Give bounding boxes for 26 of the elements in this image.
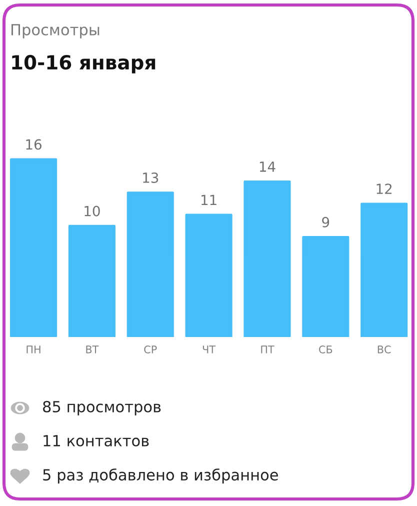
data-label: 13	[143, 172, 158, 183]
text: 85 просмотров	[43, 400, 161, 416]
bar	[68, 224, 116, 337]
bar	[10, 158, 58, 337]
chart-title: Просмотры	[12, 24, 100, 38]
x-tick-label: СБ	[319, 346, 332, 354]
x-tick-label: ПН	[26, 346, 40, 354]
text: 11 контактов	[44, 435, 149, 446]
data-label: 11	[201, 194, 216, 206]
data-label: 16	[26, 139, 42, 150]
x-tick-label: ВС	[378, 346, 391, 354]
bar	[302, 236, 350, 337]
text: 5 раз добавлено в избранное	[43, 468, 278, 484]
data-label: 14	[260, 162, 276, 172]
x-tick-label: СР	[144, 346, 157, 354]
bar	[244, 180, 291, 337]
x-tick-label: ЧТ	[202, 346, 216, 354]
x-tick-label: ПТ	[261, 346, 274, 354]
x-tick-label: ВТ	[86, 346, 99, 354]
chart-subtitle: 10-16 января	[12, 54, 156, 74]
data-label: 9	[322, 216, 330, 228]
data-label: 12	[376, 184, 392, 194]
data-label: 10	[84, 206, 100, 216]
bar	[185, 214, 232, 337]
bar	[126, 192, 174, 337]
bar	[360, 202, 408, 337]
